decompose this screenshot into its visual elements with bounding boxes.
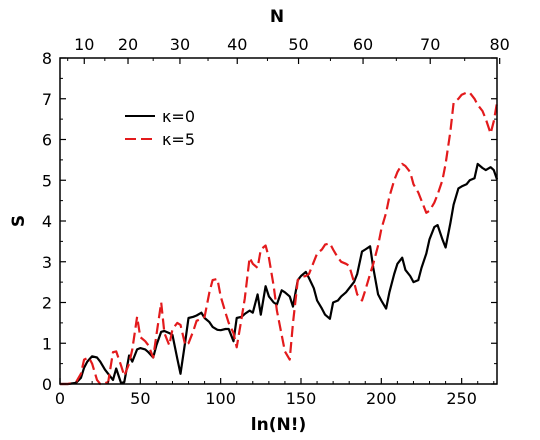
top-tick-label: 10 — [74, 35, 94, 54]
y-tick-label: 2 — [42, 294, 52, 313]
y-tick-label: 7 — [42, 90, 52, 109]
y-tick-label: 8 — [42, 49, 52, 68]
top-tick-label: 70 — [420, 35, 440, 54]
top-tick-label: 30 — [170, 35, 190, 54]
top-tick-label: 50 — [288, 35, 308, 54]
series-line-k5 — [60, 91, 499, 386]
y-tick-label: 0 — [42, 375, 52, 394]
top-tick-label: 80 — [490, 35, 510, 54]
legend-label-k0: κ=0 — [162, 107, 195, 126]
legend-label-k5: κ=5 — [162, 130, 195, 149]
x-tick-label: 200 — [366, 389, 397, 408]
tick-labels: 0 50 100 150 200 250 0 1 2 3 4 5 6 7 8 10 20 30 40 50 60 70 80 — [42, 35, 510, 408]
top-tick-label: 20 — [118, 35, 138, 54]
top-tick-label: 60 — [353, 35, 373, 54]
top-axis-title: N — [270, 7, 284, 27]
x-axis-title: ln(N!) — [251, 415, 306, 435]
x-tick-label: 100 — [205, 389, 236, 408]
top-tick-label: 40 — [227, 35, 247, 54]
y-tick-label: 5 — [42, 171, 52, 190]
ticks — [59, 57, 501, 385]
y-tick-label: 1 — [42, 334, 52, 353]
y-axis-title: S — [9, 215, 29, 227]
y-tick-label: 4 — [42, 212, 52, 231]
x-tick-label: 0 — [55, 389, 65, 408]
plot-lines — [60, 91, 499, 386]
x-tick-label: 50 — [130, 389, 150, 408]
series-line-k0 — [60, 162, 499, 386]
y-tick-label: 3 — [42, 253, 52, 272]
y-tick-label: 6 — [42, 131, 52, 150]
x-tick-label: 250 — [446, 389, 477, 408]
legend: κ=0 κ=5 — [125, 107, 195, 149]
x-tick-label: 150 — [286, 389, 317, 408]
